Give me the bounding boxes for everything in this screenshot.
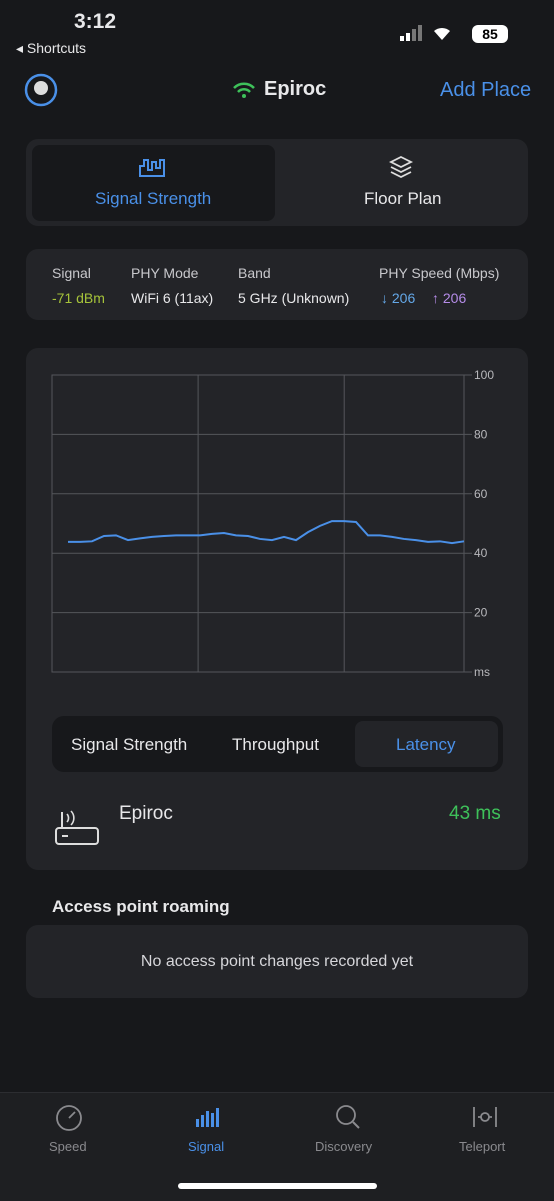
tab-bar-item[interactable]: Discovery (315, 1139, 373, 1154)
roaming-card (26, 925, 528, 998)
y-tick-label: 100 (474, 368, 494, 382)
info-label: PHY Speed (Mbps) (379, 265, 500, 281)
info-label: Signal (52, 265, 91, 281)
band: 5 GHz (Unknown) (238, 290, 350, 306)
info-label: PHY Mode (131, 265, 199, 281)
teleport-icon (473, 1107, 497, 1127)
tab: Signal Strength (95, 189, 212, 208)
speed-icon (56, 1105, 82, 1131)
back-text: Shortcuts (26, 40, 87, 56)
section-title: Access point roaming (52, 897, 230, 916)
device-latency: 43 ms (449, 803, 501, 824)
back-link[interactable]: ◂ Shortcuts (16, 40, 87, 56)
info-label: Band (238, 265, 271, 281)
y-tick-label: 40 (474, 546, 488, 560)
tab-bar-item[interactable]: Signal (188, 1139, 225, 1154)
tab-active[interactable] (32, 145, 275, 221)
y-tick-label: 60 (474, 487, 488, 501)
speed-down: ↓ 206 (381, 290, 416, 306)
home-indicator (178, 1183, 377, 1189)
add-place[interactable]: Add Place (440, 79, 532, 101)
signal-value: -71 dBm (52, 290, 105, 306)
floor-plan-icon (388, 155, 414, 179)
y-tick-label: 20 (474, 606, 488, 620)
tab-bar-item[interactable]: Speed (49, 1139, 87, 1154)
tab[interactable]: Floor Plan (364, 189, 442, 208)
latency-line (68, 520, 465, 545)
tab-bar-item[interactable]: Teleport (459, 1139, 506, 1154)
segment: Latency (396, 735, 456, 754)
wifi-icon (233, 82, 255, 98)
profile-icon[interactable] (24, 73, 60, 107)
segment[interactable]: Throughput (232, 735, 319, 754)
plot-frame (51, 374, 465, 673)
info-card (26, 249, 528, 320)
network-name: Epiroc (264, 78, 327, 100)
tab-bar (0, 1092, 554, 1201)
y-tick-label: 80 (474, 427, 488, 441)
router-icon (55, 810, 99, 845)
chart: ms 20 40 60 80 100 (51, 368, 494, 679)
chart-card (26, 348, 528, 870)
segment-active[interactable] (355, 721, 498, 767)
battery: 85 (482, 26, 498, 42)
signal-tab-icon (139, 159, 165, 177)
device-name: Epiroc (119, 803, 173, 824)
segment[interactable]: Signal Strength (71, 735, 188, 754)
status-icons: 85 (400, 25, 508, 43)
speed-up: ↑ 206 (432, 290, 467, 306)
y-tick-label: ms (474, 665, 490, 679)
signal-icon (196, 1108, 219, 1127)
phy-mode: WiFi 6 (11ax) (131, 290, 214, 306)
roaming-empty: No access point changes recorded yet (140, 953, 414, 970)
time: 3:12 (74, 10, 117, 33)
discovery-icon (336, 1105, 360, 1129)
